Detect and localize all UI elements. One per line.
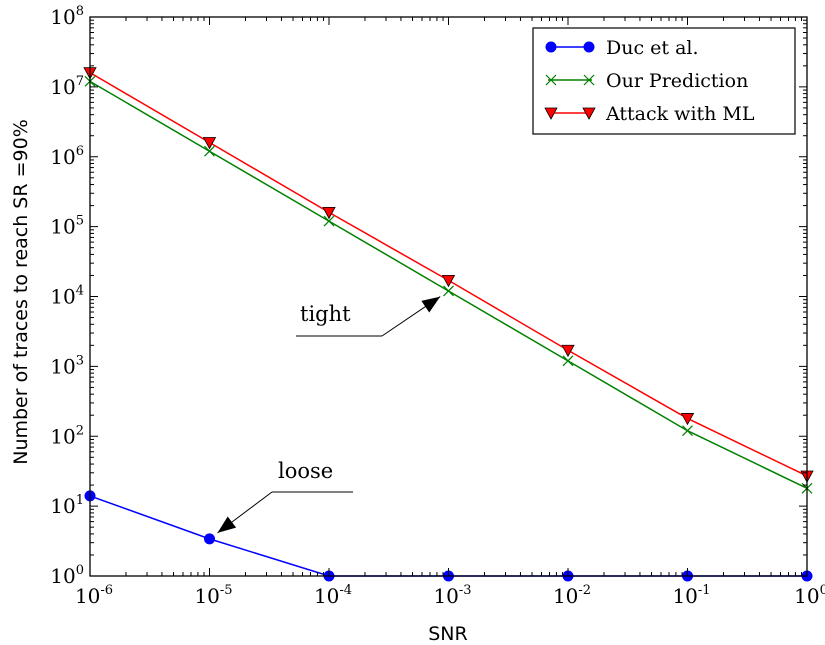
legend-marker-attack-with-ml	[544, 107, 558, 120]
y-tick-label: 105	[50, 214, 84, 239]
legend-label-our-prediction: Our Prediction	[606, 70, 748, 92]
x-tick-label: 10-2	[553, 583, 591, 608]
legend-marker-attack-with-ml	[582, 107, 596, 120]
data-point-our-prediction	[682, 425, 693, 437]
data-point-our-prediction-stroke	[562, 355, 574, 367]
x-tick-label: 10-5	[194, 583, 232, 608]
data-point-our-prediction-stroke	[682, 425, 693, 437]
legend-label-duc-et-al: Duc et al.	[606, 37, 699, 59]
data-point-our-prediction-stroke	[443, 285, 454, 297]
annotation-text: tight	[300, 302, 351, 326]
legend-label-attack-with-ml: Attack with ML	[605, 103, 755, 125]
data-point-attack-with-ml	[202, 137, 217, 150]
annotation-loose: loose	[217, 459, 353, 534]
series-line-duc-et-al	[89, 495, 807, 577]
series-layer	[83, 67, 814, 582]
legend-marker-our-prediction-stroke	[583, 74, 595, 86]
data-point-attack-with-ml	[441, 274, 456, 288]
data-point-attack-with-ml	[561, 344, 575, 358]
data-point-our-prediction	[204, 145, 215, 157]
x-tick-label: 10-4	[314, 583, 352, 608]
legend-box	[532, 27, 796, 135]
legend-marker-duc-et-al	[545, 41, 557, 53]
data-point-our-prediction	[323, 215, 335, 227]
y-tick-label: 107	[50, 74, 84, 99]
annotation-tight: tight	[296, 296, 441, 337]
y-axis-label: Number of traces to reach SR =90%	[10, 119, 32, 465]
data-point-our-prediction-stroke	[204, 145, 215, 157]
y-tick-label: 104	[50, 284, 84, 309]
data-point-attack-with-ml	[680, 413, 695, 426]
data-point-attack-with-ml	[322, 206, 336, 220]
y-tick-label: 101	[50, 493, 84, 518]
annotation-text: loose	[278, 459, 333, 483]
y-tick-label: 103	[50, 353, 84, 378]
series-attack-with-ml	[83, 67, 814, 483]
annotation-arrowhead	[421, 296, 441, 313]
y-tick-label: 108	[50, 4, 84, 29]
legend-marker-duc-et-al	[583, 41, 595, 53]
legend-marker-our-prediction-stroke	[545, 74, 557, 86]
x-tick-label: 100	[794, 583, 825, 608]
data-point-duc-et-al	[204, 533, 215, 545]
y-tick-label: 106	[50, 144, 84, 169]
data-point-our-prediction	[562, 355, 574, 367]
legend-marker-our-prediction	[583, 74, 595, 86]
x-tick-label: 10-1	[672, 583, 710, 608]
series-duc-et-al	[84, 490, 813, 582]
annotation-arrowhead	[217, 516, 237, 533]
legend-entries: Duc et al. Our Prediction Attack with ML	[544, 37, 755, 125]
x-tick-label: 10-6	[75, 583, 113, 608]
series-our-prediction	[84, 75, 813, 494]
legend: Duc et al. Our Prediction Attack with ML	[532, 27, 796, 135]
x-tick-label: 10-3	[433, 583, 471, 608]
y-tick-label: 100	[50, 563, 84, 588]
y-tick-label: 102	[50, 423, 84, 448]
data-point-our-prediction-stroke	[323, 215, 335, 227]
annotation-layer: tight loose	[217, 296, 441, 534]
x-axis-label: SNR	[428, 623, 467, 645]
legend-marker-our-prediction	[545, 74, 557, 86]
data-point-our-prediction	[443, 285, 454, 297]
tick-layer: 10-6 10-5 10-4 10-3 10-2 10-1 100 100 101 102 103 1…	[50, 4, 825, 608]
